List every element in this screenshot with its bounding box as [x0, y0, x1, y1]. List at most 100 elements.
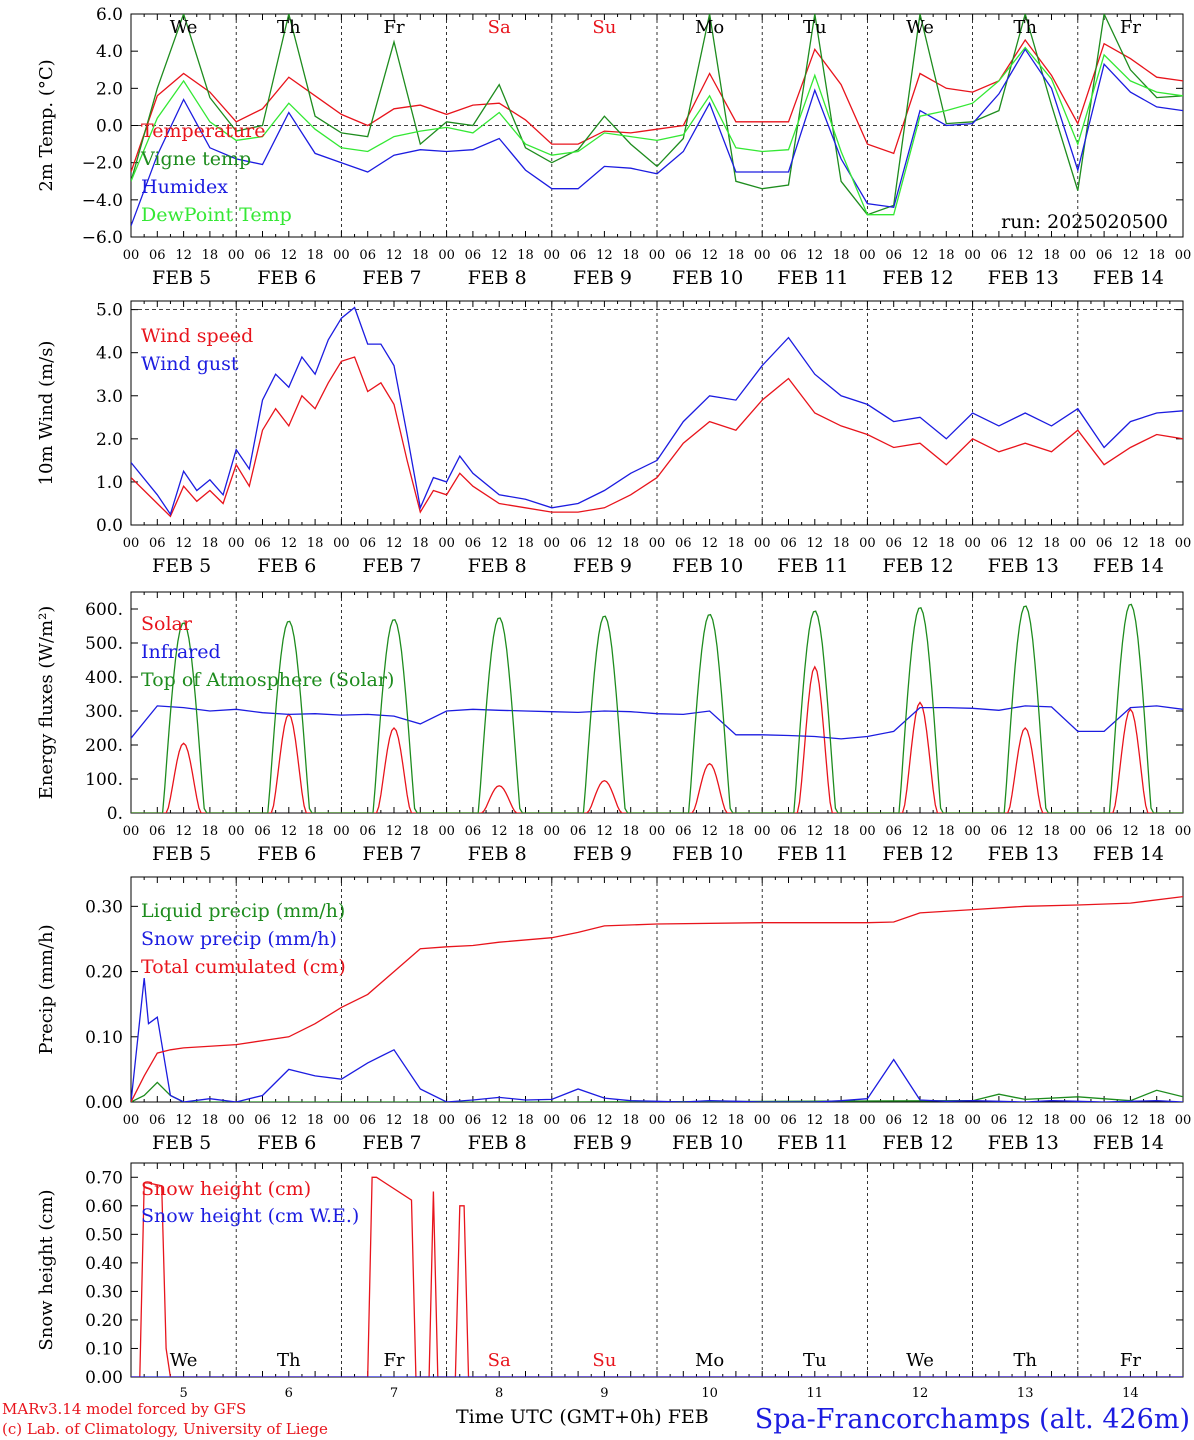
day-label: FEB 8 — [468, 267, 527, 289]
legend-entry: Wind speed — [141, 325, 253, 347]
hour-tick-label: 06 — [1096, 1113, 1113, 1128]
weekday-label: Th — [277, 1350, 301, 1371]
day-label: FEB 7 — [362, 843, 421, 865]
hour-tick-label: 12 — [281, 248, 298, 263]
y-tick-label: 0.70 — [85, 1168, 123, 1188]
hour-tick-label: 18 — [938, 1113, 955, 1128]
day-label: FEB 8 — [468, 1132, 527, 1154]
hour-tick-label: 12 — [175, 536, 192, 551]
weekday-label: Tu — [803, 1350, 827, 1371]
hour-tick-label: 06 — [254, 536, 271, 551]
day-label: FEB 10 — [672, 1132, 743, 1154]
hour-tick-label: 00 — [754, 1113, 771, 1128]
hour-tick-label: 12 — [386, 824, 403, 839]
hour-tick-label: 12 — [491, 1113, 508, 1128]
hour-tick-label: 18 — [833, 248, 850, 263]
hour-tick-label: 06 — [465, 1113, 482, 1128]
hour-tick-label: 06 — [780, 824, 797, 839]
hour-tick-label: 06 — [885, 1113, 902, 1128]
hour-tick-label: 06 — [780, 536, 797, 551]
legend-entry: Snow precip (mm/h) — [141, 928, 337, 950]
panel-3: 600. 500. 400. 300. 200. 100. 0. Energy fluxes … — [36, 591, 1191, 865]
hour-tick-label: 06 — [1096, 248, 1113, 263]
hour-tick-label: 18 — [1043, 824, 1060, 839]
series-liquid-precip-mm-h- — [131, 1081, 1183, 1102]
hour-tick-label: 00 — [333, 536, 350, 551]
hour-tick-label: 06 — [149, 824, 166, 839]
y-axis-title: Precip (mm/h) — [36, 924, 57, 1054]
hour-tick-label: 12 — [175, 824, 192, 839]
day-label: FEB 12 — [882, 267, 953, 289]
day-label: FEB 5 — [152, 267, 211, 289]
day-label: FEB 9 — [573, 1132, 632, 1154]
hour-tick-label: 12 — [386, 248, 403, 263]
weekday-label: Mo — [695, 17, 724, 38]
day-label: FEB 6 — [257, 843, 316, 865]
day-label: FEB 8 — [468, 555, 527, 577]
y-tick-label: 0.40 — [85, 1254, 123, 1274]
day-label: FEB 14 — [1093, 267, 1164, 289]
legend-entry: Humidex — [141, 176, 228, 198]
panel-5: 0.70 0.60 0.50 0.40 0.30 0.20 0.10 0.00 Snow hei… — [36, 1162, 1184, 1401]
hour-tick-label: 00 — [544, 824, 561, 839]
hour-tick-label: 00 — [754, 824, 771, 839]
weekday-label: Su — [592, 1350, 616, 1371]
hour-tick-label: 18 — [307, 248, 324, 263]
day-label: FEB 6 — [257, 1132, 316, 1154]
day-number-label: 8 — [495, 1386, 503, 1401]
day-label: FEB 6 — [257, 267, 316, 289]
hour-tick-label: 18 — [202, 824, 219, 839]
hour-tick-label: 06 — [254, 248, 271, 263]
y-tick-label: 0.20 — [85, 1311, 123, 1331]
hour-tick-label: 00 — [964, 248, 981, 263]
hour-tick-label: 06 — [149, 536, 166, 551]
y-tick-label: 5.0 — [96, 301, 123, 321]
y-tick-label: 0.30 — [85, 897, 123, 917]
day-label: FEB 11 — [777, 267, 848, 289]
y-tick-label: 0.10 — [85, 1028, 123, 1048]
y-tick-label: −6.0 — [82, 228, 123, 248]
hour-tick-label: 06 — [780, 1113, 797, 1128]
hour-tick-label: 12 — [596, 536, 613, 551]
y-tick-label: 0.00 — [85, 1093, 123, 1113]
legend-entry: Vigne temp — [140, 148, 251, 170]
hour-tick-label: 12 — [491, 824, 508, 839]
panel-1: 6.0 4.0 2.0 0.0 −2.0 −4.0 −6.0 2m Temp. (°C) Tem… — [36, 5, 1191, 289]
legend-entry: Liquid precip (mm/h) — [141, 900, 345, 922]
y-tick-label: 400. — [85, 668, 123, 688]
hour-tick-label: 18 — [1148, 536, 1165, 551]
day-label: FEB 9 — [573, 843, 632, 865]
day-label: FEB 11 — [777, 555, 848, 577]
hour-tick-label: 12 — [1017, 248, 1034, 263]
legend-entry: Infrared — [141, 641, 221, 663]
hour-tick-label: 06 — [1096, 824, 1113, 839]
hour-tick-label: 00 — [859, 824, 876, 839]
y-axis-title: 2m Temp. (°C) — [36, 59, 57, 191]
y-tick-label: −4.0 — [82, 191, 123, 211]
hour-tick-label: 18 — [728, 1113, 745, 1128]
hour-tick-label: 18 — [938, 824, 955, 839]
hour-tick-label: 00 — [123, 248, 140, 263]
y-tick-label: 0.10 — [85, 1339, 123, 1359]
hour-tick-label: 12 — [1017, 1113, 1034, 1128]
hour-tick-label: 00 — [1175, 536, 1192, 551]
y-tick-label: 1.0 — [96, 473, 123, 493]
y-tick-label: 100. — [85, 770, 123, 790]
series-dewpoint-temp — [131, 46, 1183, 216]
y-tick-label: 6.0 — [96, 5, 123, 25]
hour-tick-label: 12 — [912, 1113, 929, 1128]
hour-tick-label: 12 — [491, 248, 508, 263]
day-label: FEB 9 — [573, 555, 632, 577]
hour-tick-label: 12 — [912, 248, 929, 263]
hour-tick-label: 12 — [596, 824, 613, 839]
day-label: FEB 13 — [988, 1132, 1059, 1154]
hour-tick-label: 00 — [544, 536, 561, 551]
y-tick-label: 0.30 — [85, 1282, 123, 1302]
hour-tick-label: 18 — [728, 824, 745, 839]
weekday-label: Sa — [488, 1350, 511, 1371]
hour-tick-label: 00 — [438, 248, 455, 263]
y-axis-title: Snow height (cm) — [36, 1189, 57, 1350]
hour-tick-label: 12 — [912, 824, 929, 839]
day-label: FEB 12 — [882, 843, 953, 865]
weekday-label: Tu — [803, 17, 827, 38]
